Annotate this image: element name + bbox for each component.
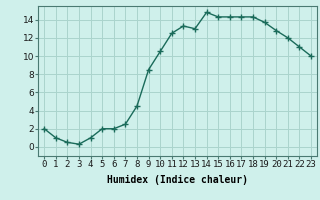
- X-axis label: Humidex (Indice chaleur): Humidex (Indice chaleur): [107, 175, 248, 185]
